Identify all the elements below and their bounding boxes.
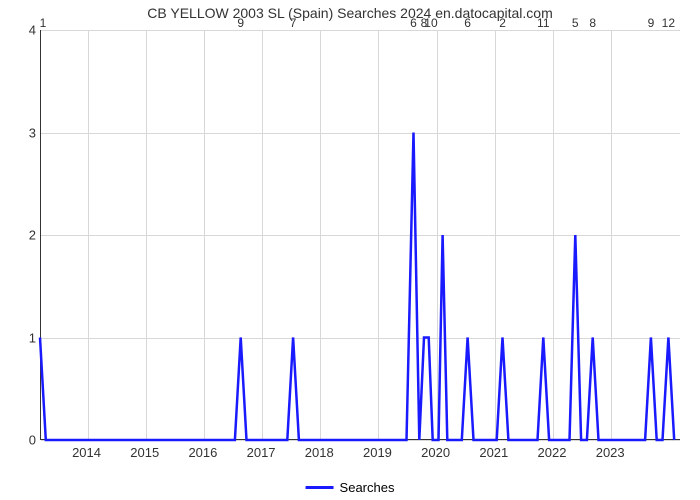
legend-label: Searches [340, 480, 395, 495]
x-tick-label: 2014 [72, 445, 101, 460]
spike-top-label: 8 [589, 16, 596, 30]
spike-top-label: 1 [40, 16, 47, 30]
spike-top-label: 2 [499, 16, 506, 30]
y-tick-label: 3 [18, 125, 36, 140]
spike-top-label: 9 [648, 16, 655, 30]
legend-swatch [306, 486, 334, 489]
y-tick-label: 1 [18, 330, 36, 345]
y-tick-label: 2 [18, 228, 36, 243]
spike-top-label: 9 [237, 16, 244, 30]
spike-top-label: 12 [662, 16, 675, 30]
x-tick-label: 2023 [596, 445, 625, 460]
legend: Searches [306, 480, 395, 495]
series-line [40, 133, 674, 441]
x-tick-label: 2015 [130, 445, 159, 460]
x-tick-label: 2020 [421, 445, 450, 460]
spike-top-label: 11 [537, 16, 549, 30]
spike-top-label: 10 [424, 16, 437, 30]
x-tick-label: 2019 [363, 445, 392, 460]
x-tick-label: 2016 [188, 445, 217, 460]
spike-top-label: 5 [572, 16, 579, 30]
x-tick-label: 2022 [538, 445, 567, 460]
spike-top-label: 7 [290, 16, 297, 30]
x-tick-label: 2021 [479, 445, 508, 460]
x-tick-label: 2018 [305, 445, 334, 460]
x-tick-label: 2017 [247, 445, 276, 460]
y-tick-label: 0 [18, 433, 36, 448]
y-tick-label: 4 [18, 23, 36, 38]
spike-top-label: 6 [410, 16, 417, 30]
line-chart-svg [40, 30, 680, 440]
spike-top-label: 6 [464, 16, 471, 30]
